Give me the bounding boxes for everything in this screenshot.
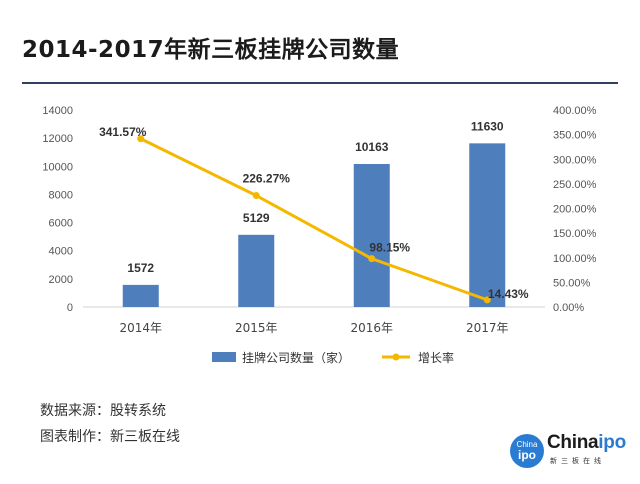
x-tick-label: 2017年	[466, 321, 509, 335]
y-left-tick-label: 8000	[49, 189, 73, 201]
y-left-tick-label: 0	[67, 302, 73, 314]
line-value-label: 341.57%	[99, 125, 147, 139]
bar-2015年	[238, 234, 275, 307]
bar-2017年	[469, 143, 506, 307]
y-left-tick-label: 12000	[42, 133, 73, 145]
chinaipo-logo: China ipo Chinaipo 新三板在线	[510, 432, 626, 472]
chart-maker-note: 图表制作：新三板在线	[40, 429, 180, 445]
bar-2016年	[353, 163, 390, 307]
legend-label-line: 增长率	[418, 350, 454, 365]
x-tick-label: 2016年	[350, 321, 393, 335]
bar-value-label: 11630	[471, 119, 504, 133]
y-right-tick-label: 350.00%	[553, 130, 597, 142]
logo-circle-icon: China ipo	[510, 434, 544, 468]
y-right-tick-label: 0.00%	[553, 302, 584, 314]
legend-swatch-line-marker	[392, 353, 400, 361]
legend-swatch-bar	[212, 352, 236, 362]
y-right-tick-label: 200.00%	[553, 204, 597, 216]
y-left-tick-label: 6000	[49, 218, 73, 230]
bar-value-label: 1572	[127, 261, 154, 275]
bar-value-label: 10163	[355, 140, 389, 154]
growth-rate-point	[137, 135, 145, 143]
bar-value-label: 5129	[243, 211, 270, 225]
y-left-tick-label: 14000	[42, 105, 73, 117]
logo-subtitle: 新三板在线	[550, 457, 605, 465]
line-value-label: 226.27%	[243, 172, 291, 186]
growth-rate-point	[368, 255, 376, 263]
growth-rate-point	[252, 192, 260, 200]
logo-circle-bottom: ipo	[518, 448, 536, 462]
y-right-tick-label: 150.00%	[553, 228, 597, 240]
legend-label-bar: 挂牌公司数量（家）	[242, 350, 350, 365]
y-right-tick-label: 250.00%	[553, 179, 597, 191]
chart-title: 2014-2017年新三板挂牌公司数量	[22, 37, 400, 63]
y-left-tick-label: 2000	[49, 274, 73, 286]
logo-circle-top: China	[516, 440, 538, 449]
y-right-tick-label: 50.00%	[553, 277, 591, 289]
y-left-tick-label: 10000	[42, 161, 73, 173]
logo-wordmark: Chinaipo	[547, 432, 626, 454]
x-tick-label: 2015年	[235, 321, 278, 335]
logo-word-main: China	[547, 432, 599, 453]
y-left-tick-label: 4000	[49, 246, 73, 258]
y-right-tick-label: 100.00%	[553, 253, 597, 265]
line-value-label: 98.15%	[369, 241, 410, 255]
growth-rate-point	[483, 296, 491, 304]
x-tick-label: 2014年	[119, 321, 162, 335]
y-right-tick-label: 300.00%	[553, 154, 597, 166]
growth-rate-line	[140, 137, 488, 302]
data-source-note: 数据来源：股转系统	[40, 403, 166, 419]
logo-word-accent: ipo	[598, 432, 626, 453]
y-right-tick-label: 400.00%	[553, 105, 597, 117]
line-value-label: 14.43%	[488, 287, 529, 301]
bar-2014年	[122, 284, 159, 307]
title-divider	[22, 82, 618, 84]
